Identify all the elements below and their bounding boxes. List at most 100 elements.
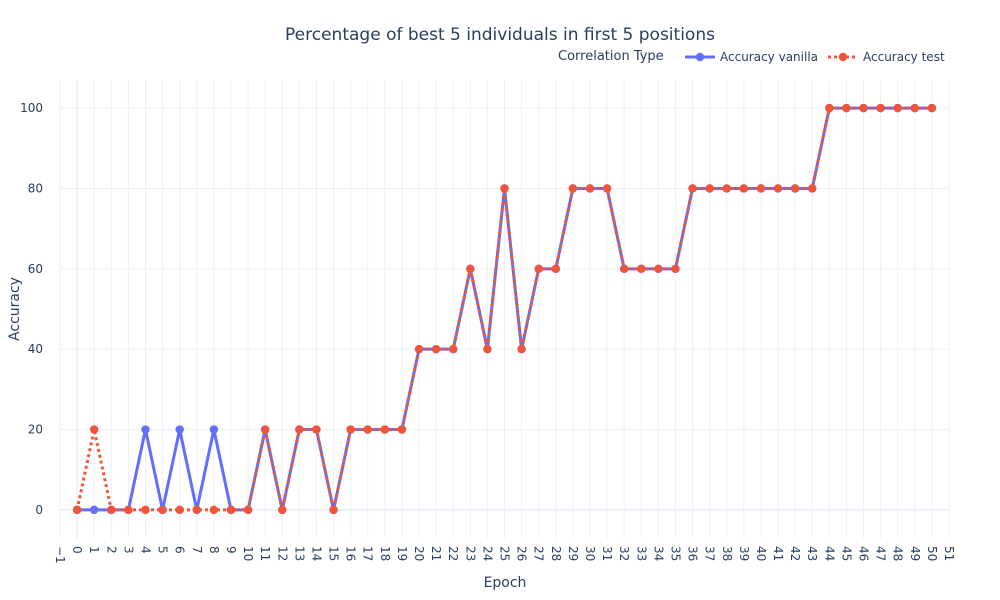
data-point-accuracy-test [141,505,150,515]
data-point-accuracy-vanilla [141,425,150,434]
data-point-accuracy-test [124,505,133,515]
data-point-accuracy-test [705,184,714,193]
data-point-accuracy-test [380,425,390,434]
data-point-accuracy-test [483,344,492,354]
data-point-accuracy-test [72,505,82,515]
x-tick-label: 33 [634,546,648,561]
data-point-accuracy-test [790,184,800,193]
x-tick-label: 32 [617,546,631,561]
data-point-accuracy-test [619,264,629,274]
x-tick-label: 39 [737,546,751,561]
data-point-accuracy-test [876,103,885,113]
data-point-accuracy-test [842,103,851,113]
legend-item-accuracy-test[interactable]: Accuracy test [828,50,945,64]
y-tick-label: 0 [35,503,43,517]
x-tick-labels: −1 0 1 2 3 4 5 6 7 8 9 10 11 12 13 14 15 16 17 18 19 20 21 22 23… [53,546,956,564]
data-point-accuracy-test [773,184,783,193]
x-tick-label: 47 [874,546,888,561]
data-point-accuracy-test [739,184,749,193]
data-point-accuracy-test [243,505,253,515]
legend-item-accuracy-vanilla[interactable]: Accuracy vanilla [685,50,818,64]
data-point-accuracy-test [346,425,355,434]
x-tick-label: 36 [686,546,700,561]
data-point-accuracy-vanilla [175,425,184,434]
x-tick-label: 13 [292,546,306,561]
x-tick-label: 50 [925,546,939,561]
x-tick-label: 38 [720,546,734,561]
x-tick-label: 2 [104,546,118,554]
x-tick-label: 4 [138,546,152,554]
data-point-accuracy-test [329,505,338,515]
x-tick-label: 24 [480,546,494,561]
data-point-accuracy-test [910,103,920,113]
data-point-accuracy-test [602,184,612,193]
data-point-accuracy-test [585,184,595,193]
x-tick-label: 10 [241,546,255,561]
data-point-accuracy-test [722,184,731,193]
data-point-accuracy-test [363,425,372,434]
data-point-accuracy-test [756,184,766,193]
y-tick-label: 100 [20,101,43,115]
x-tick-label: 11 [258,546,272,561]
x-tick-label: 37 [703,546,717,561]
data-point-accuracy-test [808,184,817,193]
series-line-accuracy-test [75,106,932,512]
legend-items: Accuracy vanilla Accuracy test [685,50,945,64]
legend-swatch-marker [695,52,705,62]
x-tick-label: 35 [668,546,682,561]
x-tick-label: 46 [857,546,871,561]
x-tick-label: 21 [429,546,443,561]
data-point-accuracy-test [551,264,560,274]
y-tick-label: 60 [28,262,43,276]
data-point-accuracy-vanilla [89,505,99,515]
data-point-accuracy-test [192,505,201,515]
x-tick-label: 18 [378,546,392,561]
data-point-accuracy-test [568,184,578,193]
data-point-accuracy-test [431,344,441,354]
y-tick-label: 40 [28,342,43,356]
grid-layer [59,80,950,538]
data-point-accuracy-test [175,505,184,515]
data-point-accuracy-test [89,425,99,434]
x-tick-label: 5 [156,546,170,554]
chart-title: Percentage of best 5 individuals in firs… [285,25,715,45]
x-tick-label: 28 [549,546,563,561]
x-tick-label: 1 [87,546,101,554]
data-point-accuracy-test [893,103,902,113]
data-point-accuracy-test [859,103,868,113]
series-layer [72,103,937,515]
y-tick-label: 20 [28,423,43,437]
x-tick-label: 48 [891,546,905,561]
x-tick-label: 30 [583,546,597,561]
data-point-accuracy-test [278,505,287,515]
legend-label: Accuracy test [863,50,945,64]
x-tick-label: 26 [515,546,529,561]
data-point-accuracy-test [295,425,304,434]
x-tick-label: 17 [361,546,375,561]
legend-swatch-marker [838,52,848,62]
data-point-accuracy-test [226,505,236,515]
x-tick-label: 8 [207,546,221,554]
data-point-accuracy-test [209,505,219,515]
legend-label: Accuracy vanilla [720,50,818,64]
data-point-accuracy-test [534,264,543,274]
x-tick-label: 3 [121,546,135,554]
data-point-accuracy-test [637,264,646,274]
data-point-accuracy-test [671,264,680,274]
y-tick-labels: 0 20 40 60 80 100 [20,101,43,517]
x-tick-label: 42 [788,546,802,561]
x-tick-label: 34 [651,546,665,561]
x-tick-label: 19 [395,546,409,561]
series-accuracy-test [72,103,937,515]
x-tick-label: 44 [822,546,836,561]
x-axis-title: Epoch [484,575,527,591]
x-tick-label: 23 [463,546,477,561]
data-point-accuracy-test [517,344,526,354]
x-tick-label: 22 [446,546,460,561]
x-tick-label: 29 [566,546,580,561]
data-point-accuracy-test [449,344,458,354]
data-point-accuracy-test [260,425,270,434]
x-tick-label: 15 [327,546,341,561]
legend-title: Correlation Type [558,49,664,64]
x-tick-label: 12 [275,546,289,561]
